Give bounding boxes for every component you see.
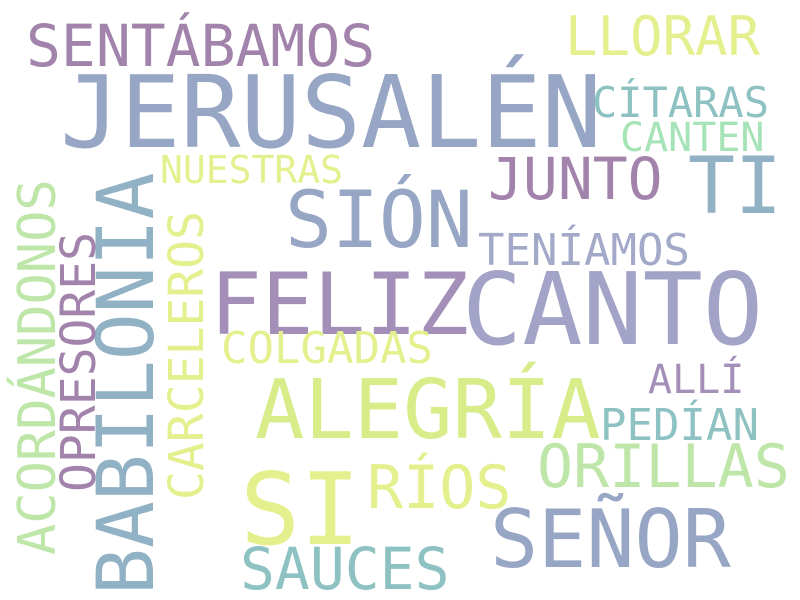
word-alli: ALLÍ: [648, 357, 745, 403]
word-alegria: ALEGRÍA: [255, 363, 601, 458]
word-citaras: CÍTARAS: [592, 78, 770, 127]
word-canten: CANTEN: [620, 115, 765, 161]
word-colgadas: COLGADAS: [221, 323, 433, 374]
word-orillas: ORILLAS: [537, 432, 790, 502]
word-sion: SIÓN: [285, 176, 473, 266]
word-llorar: LLORAR: [565, 5, 761, 68]
word-pedian: PEDÍAN: [600, 400, 759, 451]
word-carceleros: CARCELEROS: [159, 211, 215, 500]
word-feliz: FELIZ: [210, 255, 469, 355]
word-ti: TI: [688, 142, 782, 232]
word-sauces: SAUCES: [240, 535, 450, 600]
word-teniamos: TENÍAMOS: [478, 225, 690, 276]
word-senor: SEÑOR: [490, 493, 731, 586]
word-canto: CANTO: [462, 251, 764, 368]
word-opresores: OPRESORES: [51, 231, 107, 492]
word-junto: JUNTO: [488, 145, 663, 213]
word-jerusalen: JERUSALÉN: [60, 54, 602, 171]
word-nuestras: NUESTRAS: [160, 148, 344, 192]
word-sentabamos: SENTÁBAMOS: [26, 12, 376, 80]
word-si: SI: [240, 451, 361, 568]
word-rios: RÍOS: [367, 453, 512, 523]
